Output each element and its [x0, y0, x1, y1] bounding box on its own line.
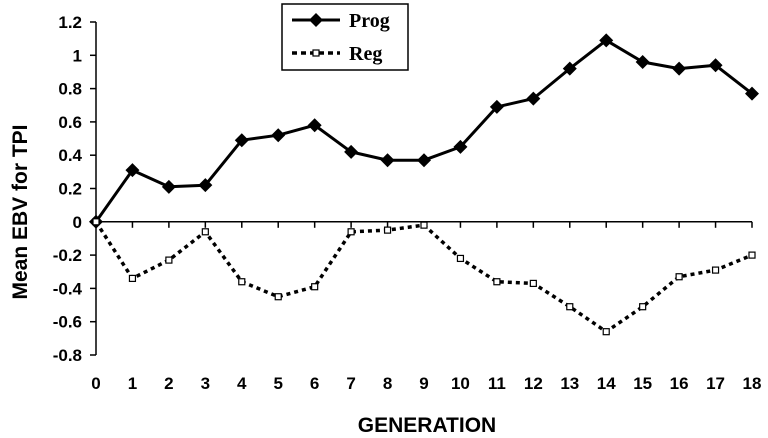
- data-point-reg: [748, 251, 756, 259]
- data-point-prog: [417, 153, 431, 168]
- y-tick-label: 1.2: [58, 13, 82, 32]
- x-tick-label: 15: [633, 374, 652, 393]
- axes: [90, 21, 753, 356]
- legend-marker-reg: [312, 49, 320, 57]
- x-tick-label: 4: [237, 374, 247, 393]
- x-tick-label: 7: [346, 374, 355, 393]
- y-tick-label: 0.2: [58, 180, 82, 199]
- y-tick-label: 0.6: [58, 113, 82, 132]
- x-tick-label: 1: [128, 374, 137, 393]
- x-tick-label: 11: [488, 374, 506, 393]
- y-tick-label: -0.6: [53, 313, 82, 332]
- data-point-reg: [675, 273, 683, 281]
- data-point-prog: [380, 153, 395, 168]
- data-point-prog: [271, 128, 286, 143]
- y-axis-title: Mean EBV for TPI: [9, 124, 32, 299]
- data-point-reg: [347, 228, 355, 236]
- x-tick-label: 3: [201, 374, 210, 393]
- data-point-prog: [562, 61, 577, 76]
- x-tick-label: 17: [706, 374, 725, 393]
- data-point-prog: [125, 163, 140, 178]
- series-layer: [89, 33, 759, 336]
- x-tick-label: 5: [273, 374, 282, 393]
- y-tick-label: -0.8: [53, 346, 82, 365]
- series-line-reg: [94, 220, 753, 334]
- data-point-prog: [453, 139, 468, 154]
- x-tick-labels: 0 1 2 3 4 5 6 7 8 9 10 11 12 13 14 15 16 17 18: [91, 374, 761, 393]
- data-point-prog: [489, 99, 504, 114]
- data-point-prog: [599, 33, 614, 48]
- y-tick-label: 0.4: [58, 146, 82, 165]
- x-tick-label: 0: [91, 374, 100, 393]
- x-tick-label: 10: [451, 374, 470, 393]
- data-point-reg: [383, 226, 392, 234]
- x-axis-title: GENERATION: [358, 414, 496, 437]
- y-tick-label: -0.2: [53, 246, 82, 265]
- data-point-prog: [234, 133, 249, 148]
- data-point-reg: [311, 283, 319, 291]
- x-tick-label: 6: [310, 374, 319, 393]
- data-point-reg: [201, 228, 209, 236]
- x-tick-label: 8: [383, 374, 392, 393]
- data-point-reg: [274, 293, 282, 301]
- x-tick-label: 18: [743, 374, 762, 393]
- data-point-reg: [238, 278, 246, 286]
- data-point-reg: [639, 303, 647, 311]
- data-point-reg: [566, 303, 574, 311]
- data-point-reg: [128, 274, 137, 283]
- data-point-reg: [493, 278, 501, 286]
- data-point-prog: [635, 54, 650, 69]
- legend: Prog Reg: [281, 3, 409, 71]
- legend-marker-prog: [309, 13, 323, 27]
- data-point-prog: [526, 91, 541, 106]
- x-tick-label: 2: [164, 374, 173, 393]
- data-point-reg: [92, 218, 100, 226]
- data-point-prog: [344, 144, 359, 159]
- data-point-prog: [307, 118, 322, 133]
- data-point-reg: [456, 254, 465, 263]
- y-tick-label: -0.4: [53, 279, 83, 298]
- data-point-reg: [165, 256, 173, 264]
- y-tick-label: 0: [73, 213, 82, 232]
- x-tick-label: 13: [560, 374, 579, 393]
- data-point-reg: [711, 266, 720, 274]
- data-point-prog: [745, 86, 759, 101]
- y-tick-label: 1: [73, 46, 82, 65]
- legend-label-reg: Reg: [349, 43, 382, 65]
- x-tick-label: 9: [419, 374, 428, 393]
- y-tick-label: 0.8: [58, 80, 82, 99]
- data-point-reg: [529, 279, 537, 288]
- x-tick-label: 12: [524, 374, 543, 393]
- data-point-prog: [672, 61, 687, 76]
- x-tick-label: 14: [597, 374, 616, 393]
- data-point-prog: [708, 58, 723, 73]
- legend-label-prog: Prog: [349, 10, 390, 32]
- data-point-prog: [198, 178, 213, 193]
- data-point-prog: [161, 179, 176, 194]
- legend-box: [281, 3, 409, 71]
- series-line-prog: [94, 38, 753, 223]
- x-tick-label: 16: [670, 374, 689, 393]
- y-tick-labels: 1.2 1 0.8 0.6 0.4 0.2 0 -0.2 -0.4 -0.6 -0.8: [53, 13, 83, 365]
- data-point-reg: [602, 328, 610, 336]
- data-point-reg: [420, 221, 428, 229]
